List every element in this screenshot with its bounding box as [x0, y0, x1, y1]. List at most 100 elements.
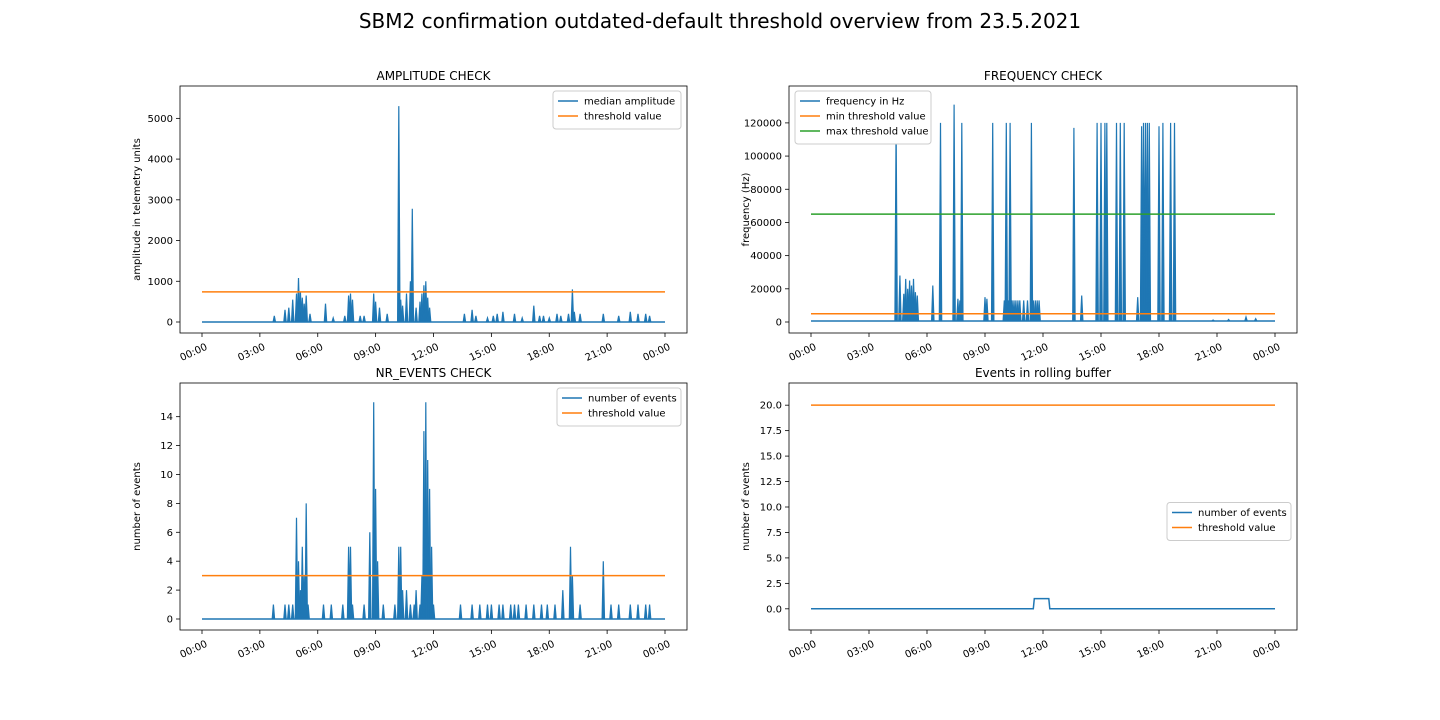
x-tick-label: 15:00 — [1077, 639, 1108, 661]
data-spike — [501, 604, 505, 620]
data-spike — [553, 604, 557, 620]
x-tick-label: 12:00 — [1019, 342, 1050, 364]
x-tick-label: 06:00 — [294, 639, 325, 661]
data-spike — [350, 299, 355, 323]
data-spike — [414, 590, 418, 620]
data-spike — [329, 604, 334, 620]
x-tick-label: 15:00 — [468, 639, 499, 661]
data-spike — [385, 313, 389, 323]
data-spike — [362, 604, 366, 620]
data-spike — [497, 604, 501, 620]
data-spike — [537, 315, 542, 323]
data-spike — [1157, 126, 1161, 322]
x-tick-label: 09:00 — [961, 639, 992, 661]
data-spike — [532, 305, 536, 323]
legend-box — [1166, 502, 1292, 541]
data-spike — [636, 313, 640, 323]
legend-label: max threshold value — [826, 127, 929, 138]
y-tick-label: 3000 — [148, 195, 173, 206]
data-spike — [410, 208, 415, 323]
x-tick-label: 00:00 — [641, 342, 672, 364]
data-spike — [559, 315, 563, 323]
data-spike — [323, 303, 328, 323]
chart-title: AMPLITUDE CHECK — [376, 69, 491, 83]
legend-box — [552, 90, 682, 130]
y-tick-label: 2.5 — [766, 579, 782, 590]
data-spike — [290, 604, 295, 620]
data-spike — [400, 590, 405, 620]
data-spike — [1008, 122, 1012, 322]
data-spike — [960, 122, 964, 322]
data-spike — [474, 315, 478, 323]
data-spike — [358, 315, 362, 323]
plot-area — [202, 106, 665, 323]
data-spike — [628, 604, 633, 620]
x-tick-label: 00:00 — [787, 639, 818, 661]
data-spike — [541, 315, 546, 323]
y-tick-label: 2 — [167, 586, 173, 597]
data-spike — [306, 604, 310, 620]
data-spike — [1161, 122, 1165, 322]
x-tick-label: 18:00 — [526, 342, 557, 364]
data-spike — [408, 604, 413, 620]
data-spike — [609, 604, 613, 620]
legend-label: number of events — [588, 394, 677, 405]
x-tick-label: 03:00 — [845, 639, 876, 661]
data-spike — [381, 604, 386, 620]
y-tick-label: 120000 — [744, 118, 782, 129]
legend: frequency in Hz min threshold value max th… — [794, 90, 932, 145]
data-spike — [898, 275, 902, 322]
data-spike — [485, 315, 490, 323]
data-spike — [404, 590, 409, 620]
y-tick-label: 12 — [160, 441, 173, 452]
data-spike — [429, 546, 434, 620]
legend-label: threshold value — [1198, 523, 1276, 534]
data-spike — [1172, 122, 1177, 322]
data-spike — [343, 315, 347, 323]
data-spike — [350, 604, 355, 620]
y-tick-label: 10.0 — [760, 503, 782, 514]
data-spike — [570, 289, 575, 323]
x-tick-label: 12:00 — [410, 639, 441, 661]
data-spike — [1021, 300, 1026, 322]
data-spike — [296, 561, 301, 620]
data-spike — [362, 315, 366, 323]
data-spike — [616, 604, 621, 620]
y-tick-label: 6 — [167, 528, 173, 539]
y-tick-label: 0 — [776, 318, 782, 329]
x-tick-label: 21:00 — [1193, 639, 1224, 661]
data-spike — [532, 604, 536, 620]
axes-frame — [788, 85, 1298, 334]
data-spike — [1079, 295, 1084, 322]
data-spike — [1037, 300, 1041, 322]
data-spike — [348, 546, 353, 620]
data-spike — [643, 313, 648, 323]
data-spike — [1099, 122, 1103, 322]
legend: number of events threshold value — [1166, 502, 1292, 541]
y-tick-label: 0 — [167, 318, 173, 329]
data-spike — [508, 604, 513, 620]
data-spike — [952, 104, 956, 322]
data-spike — [545, 604, 550, 620]
data-spike — [470, 309, 474, 323]
chart-title: Events in rolling buffer — [975, 366, 1111, 380]
data-spike — [561, 590, 565, 620]
data-spike — [398, 546, 403, 620]
data-spike — [539, 604, 544, 620]
x-tick-label: 18:00 — [1135, 639, 1166, 661]
y-tick-label: 14 — [160, 412, 173, 423]
data-spike — [1018, 300, 1022, 322]
y-axis-label: number of events — [741, 462, 752, 551]
data-spike — [427, 307, 432, 323]
data-spike — [290, 299, 295, 323]
data-spike — [397, 106, 401, 323]
data-spike — [271, 604, 276, 620]
x-tick-label: 03:00 — [236, 342, 267, 364]
data-spike — [1135, 297, 1140, 322]
y-tick-label: 20.0 — [760, 401, 782, 412]
data-spike — [938, 122, 943, 322]
data-spike — [1072, 127, 1076, 322]
data-spike — [304, 295, 308, 323]
data-spike — [647, 315, 652, 323]
x-tick-label: 00:00 — [178, 342, 209, 364]
